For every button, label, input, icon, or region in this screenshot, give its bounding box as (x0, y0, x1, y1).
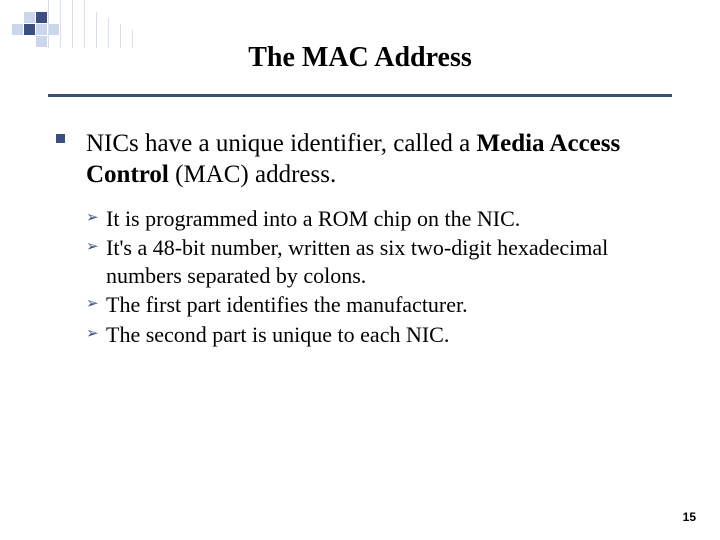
main-bullet-pre: NICs have a unique identifier, called a (86, 130, 477, 157)
square-bullet-icon (56, 134, 65, 143)
arrow-bullet-icon: ➢ (86, 209, 99, 228)
arrow-bullet-icon: ➢ (86, 325, 99, 344)
sub-bullet-text: It's a 48-bit number, written as six two… (106, 235, 608, 288)
sub-bullet: ➢ The second part is unique to each NIC. (86, 321, 666, 349)
page-number: 15 (683, 510, 696, 524)
main-bullet: NICs have a unique identifier, called a … (56, 128, 666, 191)
corner-decoration (0, 0, 140, 48)
arrow-bullet-icon: ➢ (86, 295, 99, 314)
sub-bullet-text: The second part is unique to each NIC. (106, 322, 449, 347)
main-bullet-post: (MAC) address. (169, 161, 336, 188)
sub-bullet-text: The first part identifies the manufactur… (106, 292, 468, 317)
sub-bullet: ➢ The first part identifies the manufact… (86, 291, 666, 319)
sub-bullet-list: ➢ It is programmed into a ROM chip on th… (86, 205, 666, 349)
arrow-bullet-icon: ➢ (86, 238, 99, 257)
title-underline (48, 94, 672, 97)
slide-body: NICs have a unique identifier, called a … (56, 128, 666, 350)
sub-bullet: ➢ It's a 48-bit number, written as six t… (86, 234, 666, 289)
sub-bullet: ➢ It is programmed into a ROM chip on th… (86, 205, 666, 233)
sub-bullet-text: It is programmed into a ROM chip on the … (106, 206, 520, 231)
slide-title: The MAC Address (0, 42, 720, 74)
